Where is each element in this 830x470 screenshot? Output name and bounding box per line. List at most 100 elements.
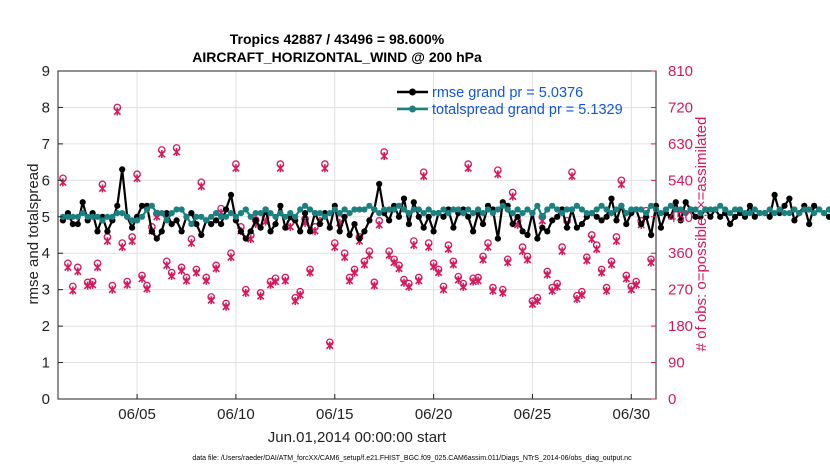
obs-assimilated-marker [291, 297, 299, 306]
totalspread-point [672, 206, 679, 213]
obs-assimilated-marker [311, 226, 319, 235]
totalspread-point [475, 206, 482, 213]
obs-assimilated-marker [548, 286, 556, 295]
rmse-point [341, 213, 348, 220]
obs-assimilated-marker [528, 300, 537, 309]
rmse-point [400, 195, 408, 202]
totalspread-point [267, 210, 274, 217]
rmse-point [519, 228, 526, 235]
obs-assimilated-marker [123, 280, 131, 289]
totalspread-point [435, 210, 442, 217]
rmse-point [198, 231, 205, 239]
rmse-point [578, 221, 586, 228]
obs-assimilated-marker [503, 258, 512, 267]
rmse-point [277, 202, 284, 209]
obs-assimilated-marker [543, 270, 552, 279]
rmse-point [272, 221, 279, 228]
obs-assimilated-marker [518, 247, 527, 256]
totalspread-point [366, 202, 373, 209]
rmse-point [69, 221, 76, 228]
obs-assimilated-marker [143, 284, 151, 293]
totalspread-point [124, 213, 131, 220]
totalspread-point [287, 210, 294, 217]
totalspread-point [74, 213, 81, 220]
totalspread-point [208, 213, 215, 220]
totalspread-point [455, 206, 462, 213]
totalspread-point [460, 210, 467, 217]
totalspread-point [618, 202, 625, 209]
totalspread-point [386, 206, 393, 213]
legend-marker-totalspread [409, 105, 416, 113]
obs-assimilated-marker [632, 280, 640, 289]
y-left-tick-label: 2 [42, 318, 50, 335]
totalspread-point [588, 210, 595, 217]
rmse-point [781, 202, 788, 209]
y-left-tick-label: 0 [42, 391, 50, 408]
y-left-tick-label: 9 [42, 63, 50, 80]
rmse-point [376, 180, 383, 188]
totalspread-point [539, 213, 546, 220]
rmse-point [494, 235, 501, 242]
obs-assimilated-marker [276, 164, 285, 173]
rmse-point [825, 213, 830, 220]
rmse-point [672, 199, 679, 206]
totalspread-point [608, 210, 615, 217]
obs-assimilated-marker [340, 253, 349, 262]
obs-assimilated-marker [464, 164, 472, 173]
totalspread-point [776, 206, 783, 213]
rmse-point [168, 221, 175, 228]
obs-assimilated-marker [494, 170, 502, 179]
totalspread-point [341, 206, 348, 213]
rmse-point [366, 217, 373, 224]
totalspread-point [771, 210, 778, 217]
y-left-tick-label: 1 [42, 355, 50, 372]
obs-assimilated-marker [647, 258, 655, 267]
totalspread-point [272, 213, 279, 220]
y-axis-label-right: # of obs: o=possible; ×=assimilated [693, 117, 710, 352]
totalspread-point [573, 202, 581, 209]
totalspread-point [736, 206, 744, 213]
totalspread-point [667, 202, 674, 209]
totalspread-point [811, 210, 818, 217]
rmse-point [173, 217, 180, 224]
totalspread-point [702, 206, 709, 213]
totalspread-point [801, 206, 808, 213]
totalspread-point [64, 213, 71, 220]
totalspread-point [336, 210, 343, 217]
y-right-tick-label: 630 [668, 136, 693, 153]
rmse-point [751, 213, 758, 220]
y-left-tick-label: 7 [42, 136, 50, 153]
obs-count-markers [59, 103, 655, 350]
totalspread-point [247, 213, 254, 220]
rmse-point [193, 221, 200, 228]
rmse-point [539, 224, 546, 231]
obs-assimilated-marker [439, 285, 448, 294]
obs-assimilated-marker [424, 243, 433, 252]
obs-assimilated-marker [602, 286, 611, 295]
rmse-point [247, 228, 254, 235]
obs-assimilated-marker [108, 285, 117, 294]
obs-assimilated-marker [617, 180, 626, 189]
totalspread-point [94, 213, 101, 220]
obs-assimilated-marker [597, 268, 606, 277]
totalspread-point [504, 206, 511, 213]
obs-assimilated-marker [578, 290, 586, 299]
rmse-point [138, 202, 146, 209]
totalspread-point [549, 202, 556, 209]
rmse-point [346, 231, 353, 239]
obs-assimilated-marker [88, 280, 97, 289]
obs-assimilated-marker [162, 261, 171, 270]
rmse-point [326, 224, 333, 231]
totalspread-point [213, 210, 220, 217]
totalspread-point [786, 210, 793, 217]
rmse-point [267, 228, 274, 235]
obs-assimilated-marker [395, 264, 403, 273]
totalspread-point [376, 210, 383, 217]
rmse-point [252, 217, 259, 224]
legend-label-totalspread: totalspread grand pr = 5.1329 [432, 102, 623, 118]
obs-assimilated-marker [266, 280, 275, 289]
totalspread-point [450, 206, 457, 213]
obs-assimilated-marker [306, 268, 314, 277]
totalspread-point [722, 206, 729, 213]
